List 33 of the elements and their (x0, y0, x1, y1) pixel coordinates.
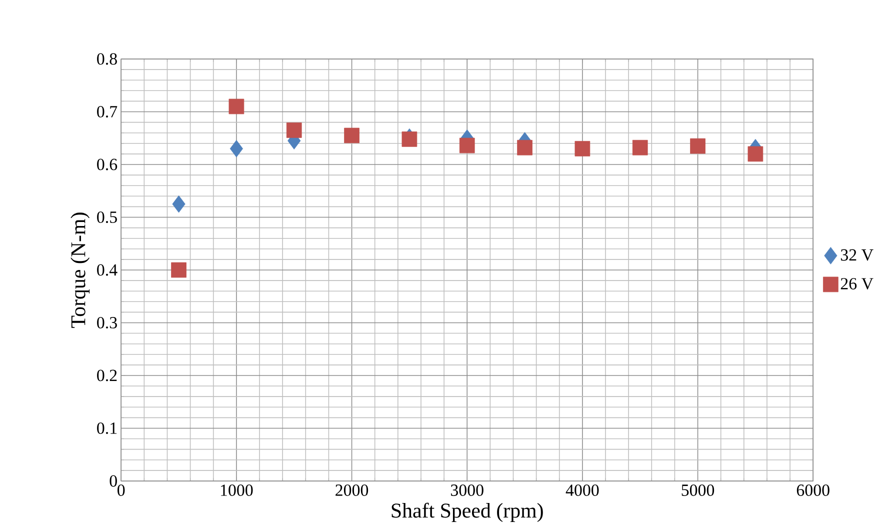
x-axis-title: Shaft Speed (rpm) (392, 502, 543, 522)
y-tick-label: 0.1 (97, 422, 117, 434)
y-tick-label: 0 (110, 475, 117, 487)
y-tick-label: 0.2 (97, 370, 117, 382)
point (344, 128, 360, 144)
y-tick-label: 0.6 (97, 158, 118, 170)
point (171, 262, 186, 278)
point (690, 138, 706, 154)
point (402, 132, 418, 147)
point (172, 195, 186, 213)
y-tick-label: 0.5 (97, 211, 117, 223)
y-axis-title: Torque (N-m) (70, 212, 90, 328)
x-tick-label: 6000 (796, 484, 830, 496)
point (748, 146, 764, 162)
point (230, 140, 243, 158)
point (459, 138, 475, 154)
x-tick-label: 3000 (450, 484, 484, 496)
y-tick-label: 0.4 (97, 264, 118, 276)
x-tick-label: 1000 (220, 484, 253, 496)
point (228, 98, 244, 114)
point (574, 140, 590, 156)
x-tick-label: 4000 (566, 484, 599, 496)
point (286, 122, 302, 138)
y-tick-label: 0.7 (97, 106, 118, 118)
x-tick-label: 0 (118, 484, 125, 496)
x-tick-label: 2000 (336, 484, 368, 496)
point (517, 140, 532, 156)
y-tick-label: 0.8 (97, 53, 117, 65)
legend-label: 26 V (840, 278, 874, 290)
x-tick-label: 5000 (682, 484, 714, 496)
point (632, 140, 648, 156)
legend-label: 32 V (840, 249, 874, 261)
y-tick-label: 0.3 (97, 316, 117, 328)
